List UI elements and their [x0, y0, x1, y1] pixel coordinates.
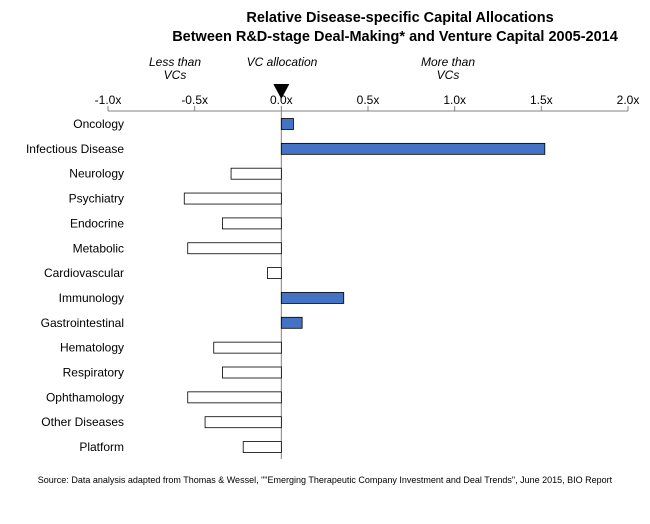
- source-note: Source: Data analysis adapted from Thoma…: [37, 475, 613, 485]
- category-label: Neurology: [69, 167, 124, 181]
- bar-cardiovascular: [267, 267, 282, 280]
- x-tick-label: 1.5x: [530, 93, 553, 107]
- bar-endocrine: [221, 217, 282, 230]
- x-tick-label: 1.0x: [443, 93, 466, 107]
- bar-ophthamology: [187, 391, 282, 404]
- category-label: Gastrointestinal: [41, 316, 124, 330]
- vc-allocation-marker: [273, 84, 290, 99]
- bar-immunology: [280, 292, 345, 304]
- category-label: Other Diseases: [41, 415, 124, 429]
- more-than-vcs-note: More than VCs: [413, 56, 483, 82]
- category-label: Immunology: [59, 291, 124, 305]
- title-line-2: Between R&D-stage Deal-Making* and Ventu…: [172, 29, 618, 45]
- more-than-line2: VCs: [436, 68, 460, 82]
- less-than-vcs-note: Less than VCs: [145, 56, 205, 82]
- category-label: Cardiovascular: [44, 266, 124, 280]
- chart-title: Relative Disease-specific Capital Alloca…: [0, 9, 650, 47]
- bar-gastrointestinal: [280, 316, 303, 329]
- bar-infectious-disease: [280, 142, 546, 155]
- less-than-line2: VCs: [163, 68, 187, 82]
- category-label: Endocrine: [70, 216, 124, 230]
- category-label: Oncology: [73, 117, 124, 131]
- category-label: Ophthamology: [46, 390, 124, 404]
- less-than-line1: Less than: [148, 55, 202, 69]
- category-label: Infectious Disease: [26, 142, 124, 156]
- bar-metabolic: [187, 242, 282, 255]
- bar-neurology: [230, 167, 282, 180]
- bar-hematology: [213, 341, 282, 354]
- bar-oncology: [280, 118, 294, 130]
- more-than-line1: More than: [420, 55, 476, 69]
- vc-allocation-label: VC allocation: [246, 55, 318, 69]
- vc-allocation-note: VC allocation: [232, 56, 332, 69]
- bar-other-diseases: [204, 416, 282, 429]
- category-label: Hematology: [60, 341, 124, 355]
- bar-respiratory: [221, 366, 282, 379]
- x-tick-label: 2.0x: [617, 93, 640, 107]
- category-label: Platform: [79, 440, 124, 454]
- x-tick-label: -1.0x: [95, 93, 122, 107]
- title-line-1: Relative Disease-specific Capital Alloca…: [246, 10, 554, 26]
- x-tick-label: -0.5x: [181, 93, 208, 107]
- x-tick-label: 0.5x: [357, 93, 380, 107]
- bar-platform: [242, 441, 282, 453]
- bar-psychiatry: [183, 192, 282, 205]
- x-tick-label: 0.0x: [270, 93, 293, 107]
- category-label: Respiratory: [63, 366, 124, 380]
- category-label: Psychiatry: [69, 192, 124, 206]
- category-label: Metabolic: [73, 241, 124, 255]
